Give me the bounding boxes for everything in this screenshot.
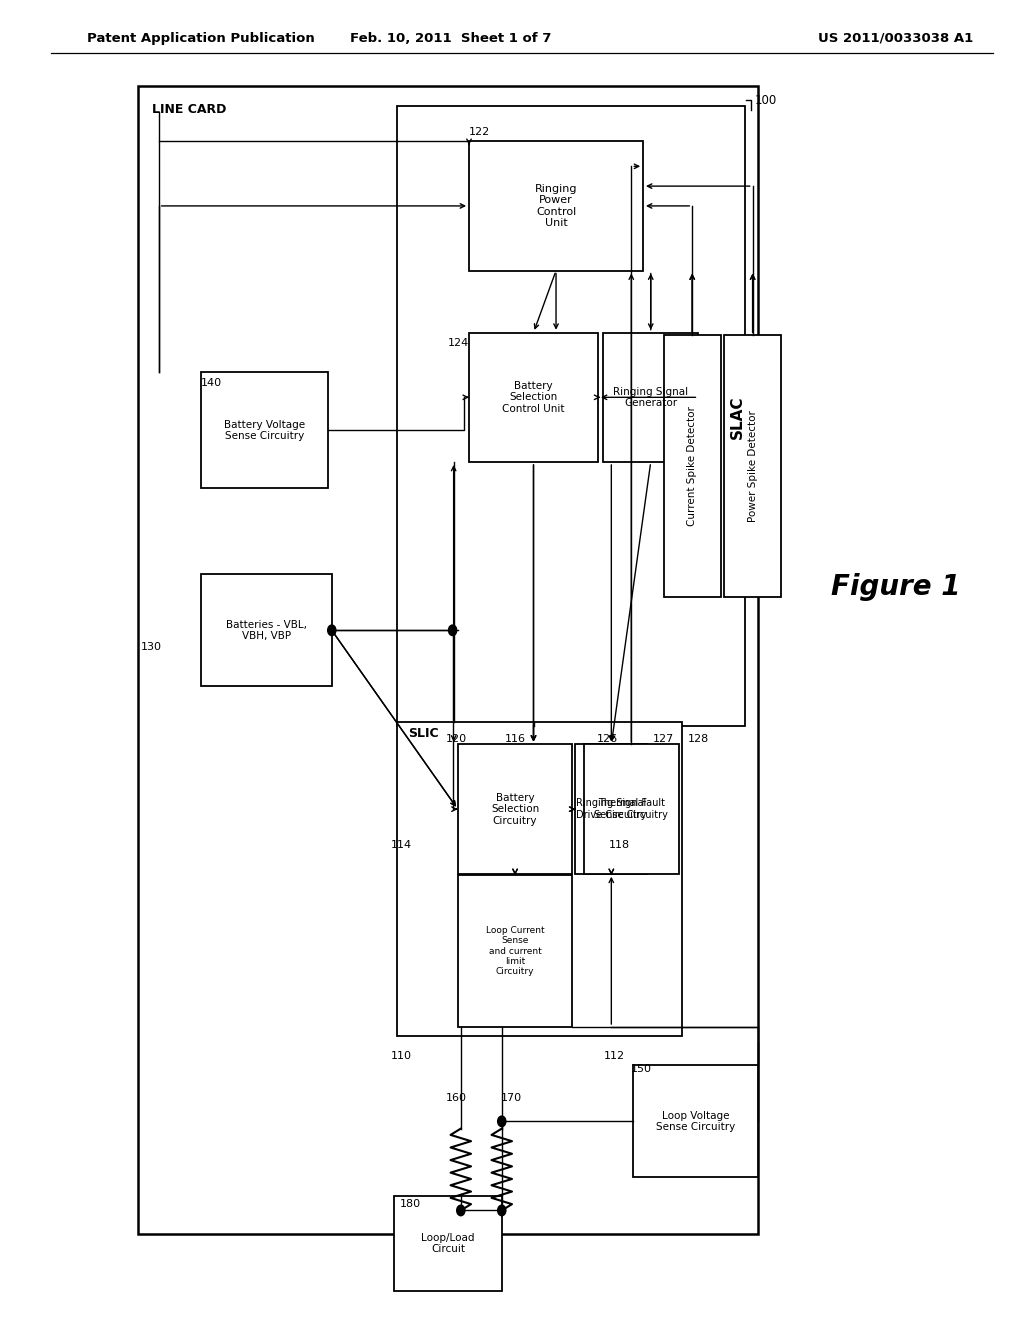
Text: 112: 112 bbox=[604, 1051, 626, 1061]
Text: US 2011/0033038 A1: US 2011/0033038 A1 bbox=[817, 32, 973, 45]
Text: Ringing Signal
Generator: Ringing Signal Generator bbox=[613, 387, 688, 408]
Text: 120: 120 bbox=[445, 734, 467, 744]
FancyBboxPatch shape bbox=[603, 333, 698, 462]
FancyBboxPatch shape bbox=[584, 744, 679, 874]
FancyBboxPatch shape bbox=[664, 335, 721, 597]
Text: Batteries - VBL,
VBH, VBP: Batteries - VBL, VBH, VBP bbox=[225, 619, 307, 642]
FancyBboxPatch shape bbox=[458, 744, 572, 874]
FancyBboxPatch shape bbox=[575, 744, 647, 874]
Text: 100: 100 bbox=[755, 94, 777, 107]
Text: Power Spike Detector: Power Spike Detector bbox=[748, 411, 758, 521]
FancyBboxPatch shape bbox=[458, 875, 572, 1027]
FancyBboxPatch shape bbox=[397, 722, 682, 1036]
Circle shape bbox=[457, 1205, 465, 1216]
Text: 128: 128 bbox=[688, 734, 710, 744]
Circle shape bbox=[328, 626, 336, 636]
Text: Battery
Selection
Control Unit: Battery Selection Control Unit bbox=[502, 380, 565, 414]
Text: 114: 114 bbox=[391, 840, 413, 850]
FancyBboxPatch shape bbox=[201, 372, 328, 488]
Text: 116: 116 bbox=[505, 734, 526, 744]
FancyBboxPatch shape bbox=[397, 106, 745, 726]
Text: Ringing Signal
Drive Circuitry: Ringing Signal Drive Circuitry bbox=[577, 799, 646, 820]
Text: SLAC: SLAC bbox=[730, 396, 744, 438]
Text: 124: 124 bbox=[447, 338, 469, 348]
Text: 122: 122 bbox=[469, 127, 490, 137]
Text: 130: 130 bbox=[141, 642, 163, 652]
Text: Patent Application Publication: Patent Application Publication bbox=[87, 32, 314, 45]
Text: 180: 180 bbox=[399, 1199, 421, 1209]
Text: Loop/Load
Circuit: Loop/Load Circuit bbox=[421, 1233, 475, 1254]
Circle shape bbox=[498, 1205, 506, 1216]
Text: LINE CARD: LINE CARD bbox=[152, 103, 226, 116]
FancyBboxPatch shape bbox=[469, 141, 643, 271]
Text: 118: 118 bbox=[609, 840, 631, 850]
Text: Battery
Selection
Circuitry: Battery Selection Circuitry bbox=[490, 792, 540, 826]
FancyBboxPatch shape bbox=[724, 335, 781, 597]
Text: Figure 1: Figure 1 bbox=[831, 573, 961, 602]
Text: SLIC: SLIC bbox=[409, 727, 439, 741]
FancyBboxPatch shape bbox=[469, 333, 598, 462]
FancyBboxPatch shape bbox=[633, 1065, 758, 1177]
Text: 140: 140 bbox=[201, 378, 222, 388]
Text: 127: 127 bbox=[653, 734, 675, 744]
FancyBboxPatch shape bbox=[394, 1196, 502, 1291]
Text: Thermal Fault
Sense Circuitry: Thermal Fault Sense Circuitry bbox=[594, 799, 669, 820]
Text: Feb. 10, 2011  Sheet 1 of 7: Feb. 10, 2011 Sheet 1 of 7 bbox=[350, 32, 551, 45]
FancyBboxPatch shape bbox=[201, 574, 332, 686]
Text: 126: 126 bbox=[597, 734, 618, 744]
Text: 170: 170 bbox=[501, 1093, 522, 1104]
Circle shape bbox=[449, 626, 457, 636]
Text: 160: 160 bbox=[445, 1093, 467, 1104]
Text: Loop Voltage
Sense Circuitry: Loop Voltage Sense Circuitry bbox=[655, 1110, 735, 1133]
Text: 150: 150 bbox=[631, 1064, 652, 1074]
Text: Battery Voltage
Sense Circuitry: Battery Voltage Sense Circuitry bbox=[223, 420, 305, 441]
Text: Loop Current
Sense
and current
limit
Circuitry: Loop Current Sense and current limit Cir… bbox=[485, 925, 545, 977]
Text: Current Spike Detector: Current Spike Detector bbox=[687, 407, 697, 525]
Text: 110: 110 bbox=[391, 1051, 413, 1061]
Text: Ringing
Power
Control
Unit: Ringing Power Control Unit bbox=[535, 183, 578, 228]
FancyBboxPatch shape bbox=[138, 86, 758, 1234]
Circle shape bbox=[498, 1115, 506, 1127]
